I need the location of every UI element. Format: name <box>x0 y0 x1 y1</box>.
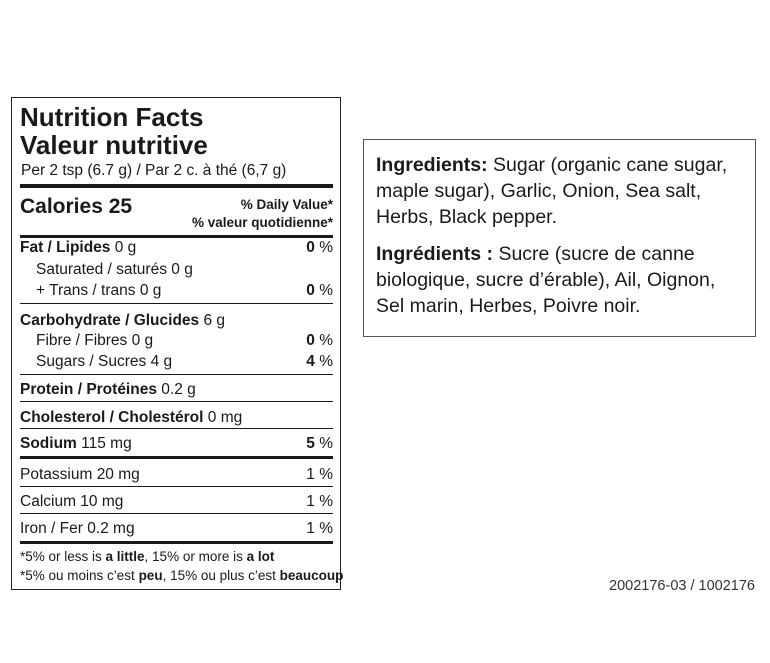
daily-value-number: 0 <box>306 282 315 299</box>
footnote-text: , 15% ou plus c’est <box>162 568 280 583</box>
footnote-en: *5% or less is a little, 15% or more is … <box>20 549 274 564</box>
daily-value-sign: % <box>319 435 333 452</box>
daily-value-number: 1 <box>306 466 315 483</box>
nutrient-name: Saturated / saturés <box>36 261 167 278</box>
title-fr: Valeur nutritive <box>20 130 208 160</box>
nutrient-name: Protein / Protéines <box>20 381 157 398</box>
daily-value: 4 % <box>306 352 333 372</box>
medium-rule <box>20 235 333 238</box>
daily-value-sign: % <box>319 353 333 370</box>
footnote-emphasis: a little <box>105 549 145 564</box>
nutrient-row: Protein / Protéines 0.2 g <box>20 380 333 400</box>
daily-value-number: 5 <box>306 435 315 452</box>
nutrient-amount: 0 g <box>131 332 154 349</box>
daily-value-number: 1 <box>306 520 315 537</box>
ingredients-label: Ingredients: <box>376 154 488 176</box>
nutrient-amount: 20 mg <box>96 466 140 483</box>
nutrient-amount: 0 g <box>139 282 162 299</box>
ingredients-text: Sucre (sucre de canne biologique, sucre … <box>376 243 716 317</box>
daily-value-sign: % <box>319 466 333 483</box>
daily-value: 0 % <box>306 238 333 258</box>
nutrient-name: Cholesterol / Cholestérol <box>20 409 204 426</box>
rule <box>20 303 333 304</box>
rule <box>20 513 333 514</box>
nutrient-name: Iron / Fer <box>20 520 83 537</box>
daily-value-number: 1 <box>306 493 315 510</box>
footnote-fr: *5% ou moins c’est peu, 15% ou plus c’es… <box>20 568 343 583</box>
daily-value-number: 4 <box>306 353 315 370</box>
nutrient-row: Saturated / saturés 0 g <box>20 260 333 280</box>
rule <box>20 401 333 402</box>
daily-value-en: % Daily Value* <box>240 197 333 212</box>
rule <box>20 486 333 487</box>
daily-value-sign: % <box>319 239 333 256</box>
daily-value: 1 % <box>306 492 333 512</box>
daily-value: 5 % <box>306 434 333 454</box>
daily-value-number: 0 <box>306 239 315 256</box>
nutrient-amount: 10 mg <box>80 493 124 510</box>
daily-value-sign: % <box>319 493 333 510</box>
nutrient-amount: 4 g <box>150 353 173 370</box>
calories: Calories 25 <box>20 195 133 218</box>
nutrient-row: + Trans / trans 0 g 0 % <box>20 281 333 301</box>
daily-value-sign: % <box>319 332 333 349</box>
nutrient-name: Fat / Lipides <box>20 239 111 256</box>
daily-value: 0 % <box>306 281 333 301</box>
nutrient-amount: 0.2 g <box>161 381 196 398</box>
daily-value-number: 0 <box>306 332 315 349</box>
footnote-text: , 15% or more is <box>144 549 247 564</box>
nutrient-name: Potassium <box>20 466 93 483</box>
nutrient-amount: 0 g <box>171 261 193 278</box>
ingredients-en: Ingredients: Sugar (organic cane sugar, … <box>376 152 743 230</box>
rule <box>20 456 333 459</box>
nutrient-amount: 0 g <box>114 239 137 256</box>
nutrient-name: Fibre / Fibres <box>36 332 128 349</box>
footnote-text: *5% ou moins c’est <box>20 568 139 583</box>
thick-rule <box>20 184 333 188</box>
nutrient-row: Sugars / Sucres 4 g 4 % <box>20 352 333 372</box>
ingredients-text: Sugar (organic cane sugar, maple sugar),… <box>376 154 728 228</box>
daily-value: 1 % <box>306 465 333 485</box>
footnote-text: *5% or less is <box>20 549 106 564</box>
ingredients-fr: Ingrédients : Sucre (sucre de canne biol… <box>376 241 743 319</box>
nutrient-row: Sodium 115 mg 5 % <box>20 434 333 454</box>
nutrient-name: Sodium <box>20 435 77 452</box>
nutrition-facts-panel: Nutrition Facts Valeur nutritive Per 2 t… <box>11 97 343 590</box>
nutrient-amount: 6 g <box>203 312 226 329</box>
nutrient-row: Fibre / Fibres 0 g 0 % <box>20 331 333 351</box>
nutrient-name: Carbohydrate / Glucides <box>20 312 200 329</box>
nutrient-name: Calcium <box>20 493 76 510</box>
daily-value-sign: % <box>319 282 333 299</box>
title-en: Nutrition Facts <box>20 102 204 132</box>
nutrient-amount: 0 mg <box>207 409 243 426</box>
nutrient-row: Fat / Lipides 0 g 0 % <box>20 238 333 258</box>
product-code: 2002176-03 / 1002176 <box>609 578 755 594</box>
daily-value: 1 % <box>306 519 333 539</box>
footnote-emphasis: a lot <box>246 549 275 564</box>
daily-value-sign: % <box>319 520 333 537</box>
nutrient-name: + Trans / trans <box>36 282 136 299</box>
rule <box>20 374 333 375</box>
nutrient-amount: 115 mg <box>81 435 132 452</box>
nutrient-row: Calcium 10 mg 1 % <box>20 492 333 512</box>
daily-value: 0 % <box>306 331 333 351</box>
medium-rule <box>20 541 333 544</box>
rule <box>20 428 333 429</box>
serving-size: Per 2 tsp (6.7 g) / Par 2 c. à thé (6,7 … <box>21 162 287 179</box>
ingredients-label: Ingrédients : <box>376 243 494 265</box>
footnote-emphasis: beaucoup <box>279 568 344 583</box>
nutrient-row: Carbohydrate / Glucides 6 g <box>20 311 333 331</box>
footnote-emphasis: peu <box>138 568 163 583</box>
nutrient-row: Potassium 20 mg 1 % <box>20 465 333 485</box>
nutrient-row: Iron / Fer 0.2 mg 1 % <box>20 519 333 539</box>
nutrient-name: Sugars / Sucres <box>36 353 147 370</box>
nutrient-row: Cholesterol / Cholestérol 0 mg <box>20 408 333 428</box>
ingredients-panel: Ingredients: Sugar (organic cane sugar, … <box>363 139 756 337</box>
daily-value-fr: % valeur quotidienne* <box>191 215 333 230</box>
nutrient-amount: 0.2 mg <box>87 520 135 537</box>
